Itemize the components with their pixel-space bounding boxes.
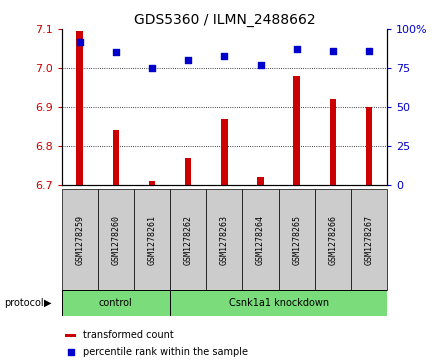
Point: [221, 53, 228, 58]
Bar: [206, 189, 242, 290]
Point: [293, 46, 300, 52]
Text: Csnk1a1 knockdown: Csnk1a1 knockdown: [229, 298, 329, 308]
Bar: [221, 119, 227, 185]
Text: GSM1278267: GSM1278267: [365, 215, 374, 265]
Text: ▶: ▶: [44, 298, 51, 308]
Text: GSM1278263: GSM1278263: [220, 215, 229, 265]
Bar: [170, 290, 387, 316]
Text: GSM1278264: GSM1278264: [256, 215, 265, 265]
Text: protocol: protocol: [4, 298, 44, 308]
Point: [149, 65, 156, 71]
Bar: [330, 99, 336, 185]
Point: [330, 48, 337, 54]
Point: [366, 48, 373, 54]
Point: [76, 38, 83, 44]
Bar: [170, 189, 206, 290]
Bar: [113, 131, 119, 185]
Text: GSM1278261: GSM1278261: [147, 215, 157, 265]
Bar: [77, 31, 83, 185]
Bar: [185, 158, 191, 185]
Text: GSM1278265: GSM1278265: [292, 215, 301, 265]
Text: GSM1278259: GSM1278259: [75, 215, 84, 265]
Bar: [351, 189, 387, 290]
Bar: [315, 189, 351, 290]
Bar: [134, 189, 170, 290]
Bar: [279, 189, 315, 290]
Text: GSM1278266: GSM1278266: [328, 215, 337, 265]
Bar: [149, 181, 155, 185]
Bar: [366, 107, 372, 185]
Bar: [257, 178, 264, 185]
Bar: [242, 189, 279, 290]
Text: GSM1278260: GSM1278260: [111, 215, 121, 265]
Text: percentile rank within the sample: percentile rank within the sample: [83, 347, 248, 356]
Text: transformed count: transformed count: [83, 330, 173, 340]
Bar: [98, 189, 134, 290]
Point: [257, 62, 264, 68]
Point: [112, 49, 119, 55]
Text: control: control: [99, 298, 133, 308]
Bar: [65, 334, 76, 337]
Point: [67, 348, 74, 354]
Bar: [62, 189, 98, 290]
Title: GDS5360 / ILMN_2488662: GDS5360 / ILMN_2488662: [134, 13, 315, 26]
Bar: [62, 290, 170, 316]
Text: GSM1278262: GSM1278262: [184, 215, 193, 265]
Bar: [293, 76, 300, 185]
Point: [185, 57, 192, 63]
